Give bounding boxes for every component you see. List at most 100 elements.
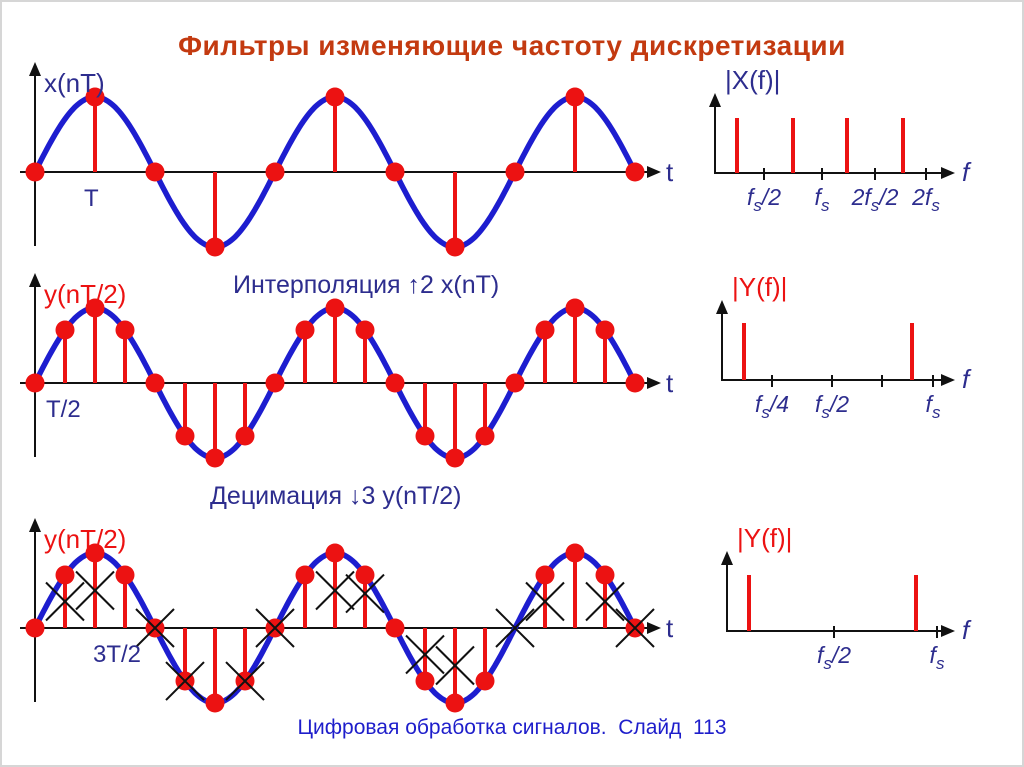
sample-dot — [175, 426, 195, 446]
sample-dot — [505, 162, 525, 182]
frequency-axis-label: f — [962, 364, 972, 394]
frequency-tick-label: fs/2 — [747, 184, 781, 215]
sample-dot — [625, 373, 645, 393]
sample-dot — [25, 373, 45, 393]
sample-dot — [205, 448, 225, 468]
sample-dot — [325, 543, 345, 563]
sample-dot — [595, 565, 615, 585]
sample-dot — [355, 565, 375, 585]
sample-dot — [265, 373, 285, 393]
signal-label: x(nT) — [44, 68, 105, 98]
sample-dot — [145, 373, 165, 393]
frequency-axis-label: f — [962, 157, 972, 187]
sample-dot — [535, 565, 555, 585]
discard-x-mark — [165, 661, 205, 701]
frequency-tick-label: 2fs — [911, 184, 940, 215]
sample-dot — [565, 298, 585, 318]
frequency-tick-label: fs — [930, 642, 945, 673]
axis-arrowhead — [647, 166, 661, 178]
discard-x-mark — [435, 645, 475, 686]
sample-dot — [205, 693, 225, 713]
frequency-tick-label: 2fs/2 — [851, 184, 899, 215]
sample-dot — [595, 320, 615, 340]
frequency-axis-label: f — [962, 615, 972, 645]
frequency-tick-label: fs/4 — [755, 391, 789, 422]
sample-dot — [565, 543, 585, 563]
axis-arrowhead — [29, 62, 41, 76]
discard-x-mark — [405, 634, 445, 675]
time-axis-label: t — [666, 368, 674, 398]
sample-dot — [565, 87, 585, 107]
axis-arrowhead — [941, 374, 955, 386]
footer-text: Цифровая обработка сигналов. Слайд 113 — [297, 716, 727, 739]
sample-dot — [265, 162, 285, 182]
sample-dot — [475, 671, 495, 691]
frequency-tick-label: fs/2 — [817, 642, 851, 673]
sample-dot — [535, 320, 555, 340]
sample-dot — [235, 426, 255, 446]
sample-dot — [385, 373, 405, 393]
sample-dot — [445, 693, 465, 713]
sampling-period-label: T — [84, 185, 99, 212]
signal-label: y(nT/2) — [44, 524, 126, 554]
axis-arrowhead — [647, 377, 661, 389]
discard-x-mark — [345, 573, 385, 614]
sample-dot — [385, 618, 405, 638]
sample-dot — [415, 671, 435, 691]
sample-dot — [115, 320, 135, 340]
discard-x-mark — [255, 608, 295, 648]
signal-label: y(nT/2) — [44, 279, 126, 309]
axis-arrowhead — [647, 622, 661, 634]
sample-dot — [325, 298, 345, 318]
sample-dot — [205, 237, 225, 257]
discard-x-mark — [75, 570, 115, 611]
axis-arrowhead — [709, 93, 721, 107]
sample-dot — [55, 320, 75, 340]
sample-dot — [625, 162, 645, 182]
time-axis-label: t — [666, 157, 674, 187]
sample-dot — [295, 565, 315, 585]
spectrum-label: |Y(f)| — [737, 523, 792, 553]
interpolation-caption: Интерполяция ↑2 x(nT) — [233, 271, 500, 299]
sample-dot — [85, 298, 105, 318]
sample-dot — [25, 618, 45, 638]
discard-x-mark — [315, 570, 355, 611]
axis-arrowhead — [29, 273, 41, 287]
discard-x-mark — [225, 661, 265, 701]
sample-dot — [445, 448, 465, 468]
axis-arrowhead — [716, 300, 728, 314]
axis-arrowhead — [29, 518, 41, 532]
frequency-tick-label: fs/2 — [815, 391, 849, 422]
sampling-period-label: T/2 — [46, 396, 81, 423]
axis-arrowhead — [721, 551, 733, 565]
time-axis-label: t — [666, 613, 674, 643]
slide-title: Фильтры изменяющие частоту дискретизации — [178, 30, 846, 61]
sample-dot — [325, 87, 345, 107]
frequency-tick-label: fs — [926, 391, 941, 422]
sample-dot — [55, 565, 75, 585]
discard-x-mark — [585, 581, 625, 622]
spectrum-plot-yf-interpolated: fs/4 fs/2 fs |Y(f)| f — [716, 272, 972, 422]
discard-x-mark — [615, 608, 655, 648]
sample-dot — [385, 162, 405, 182]
sample-dot — [355, 320, 375, 340]
discard-x-mark — [495, 608, 535, 648]
axis-arrowhead — [941, 167, 955, 179]
sample-dot — [475, 426, 495, 446]
decimation-caption: Децимация ↓3 y(nT/2) — [210, 482, 462, 510]
spectrum-label: |Y(f)| — [732, 272, 787, 302]
sample-dot — [415, 426, 435, 446]
axis-arrowhead — [941, 625, 955, 637]
sample-dot — [25, 162, 45, 182]
sample-dot — [115, 565, 135, 585]
discard-x-mark — [135, 608, 175, 648]
discard-x-mark — [525, 581, 565, 622]
discard-x-mark — [45, 581, 85, 622]
waveform-plot-y-nt2-interpolated: y(nT/2) t T/2 — [20, 273, 674, 468]
sample-dot — [295, 320, 315, 340]
frequency-tick-label: fs — [815, 184, 830, 215]
sample-dot — [85, 543, 105, 563]
sample-dot — [445, 237, 465, 257]
spectrum-label: |X(f)| — [725, 65, 780, 95]
